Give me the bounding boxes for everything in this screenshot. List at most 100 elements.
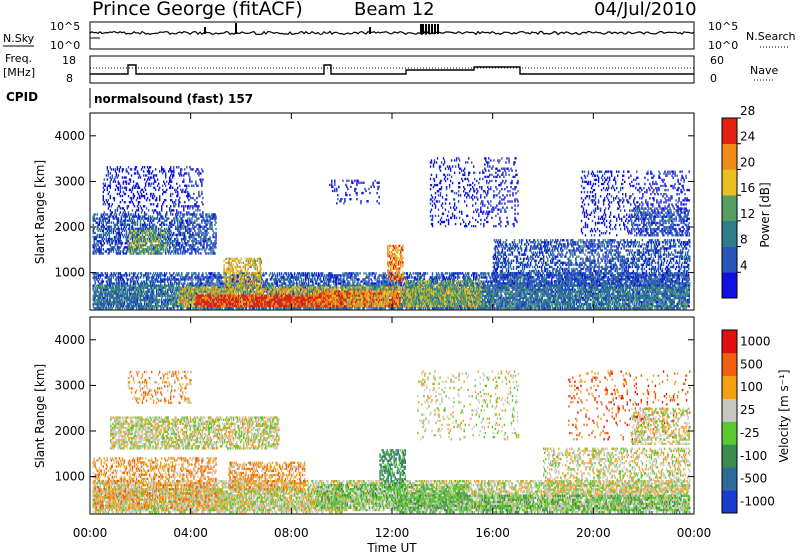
heatmap-cell: [192, 274, 193, 276]
heatmap-cell: [124, 301, 125, 303]
heatmap-cell: [204, 282, 205, 284]
heatmap-cell: [195, 274, 196, 276]
heatmap-cell: [157, 272, 158, 274]
heatmap-cell: [188, 272, 189, 274]
heatmap-cell: [147, 282, 148, 284]
heatmap-cell: [185, 278, 186, 280]
heatmap-cell: [188, 278, 189, 280]
heatmap-cell: [98, 272, 99, 274]
nsearch-label: N.Search: [746, 30, 796, 43]
heatmap-cell: [198, 276, 199, 278]
heatmap-cell: [148, 274, 149, 276]
heatmap-cell: [198, 274, 199, 276]
heatmap-cell: [94, 285, 95, 287]
heatmap-cell: [107, 280, 108, 282]
heatmap-cell: [121, 280, 122, 282]
heatmap-cell: [153, 276, 154, 278]
heatmap-cell: [184, 282, 185, 284]
heatmap-cell: [111, 280, 112, 282]
heatmap-cell: [109, 276, 110, 278]
heatmap-cell: [136, 307, 137, 309]
heatmap-cell: [114, 282, 115, 284]
heatmap-cell: [210, 278, 211, 280]
heatmap-cell: [202, 272, 203, 274]
heatmap-cell: [127, 295, 128, 297]
heatmap-cell: [107, 274, 108, 276]
heatmap-cell: [172, 291, 173, 293]
heatmap-cell: [184, 280, 185, 282]
nsky-tick-bottom: 10^0: [50, 39, 80, 52]
heatmap-cell: [131, 272, 132, 274]
heatmap-cell: [131, 280, 132, 282]
heatmap-cell: [122, 307, 123, 309]
heatmap-cell: [136, 278, 137, 280]
heatmap-cell: [144, 280, 145, 282]
heatmap-cell: [191, 280, 192, 282]
nsky-tick-top: 10^5: [50, 20, 80, 33]
heatmap-cell: [198, 307, 199, 309]
heatmap-cell: [186, 276, 187, 278]
heatmap-cell: [120, 278, 121, 280]
heatmap-cell: [176, 272, 177, 274]
heatmap-cell: [195, 272, 196, 274]
heatmap-cell: [113, 274, 114, 276]
date-label: 04/Jul/2010: [594, 0, 697, 20]
heatmap-cell: [175, 274, 176, 276]
heatmap-cell: [165, 274, 166, 276]
freq-tick-bottom: 8: [66, 72, 73, 85]
heatmap-cell: [150, 272, 151, 274]
heatmap-cell: [165, 301, 166, 303]
heatmap-cell: [157, 278, 158, 280]
heatmap-cell: [103, 280, 104, 282]
heatmap-cell: [158, 276, 159, 278]
heatmap-cell: [138, 282, 139, 284]
heatmap-cell: [152, 274, 153, 276]
heatmap-cell: [164, 272, 165, 274]
heatmap-cell: [173, 307, 174, 309]
heatmap-cell: [134, 274, 135, 276]
heatmap-cell: [160, 282, 161, 284]
heatmap-cell: [153, 280, 154, 282]
heatmap-cell: [181, 272, 182, 274]
heatmap-cell: [161, 299, 162, 301]
power-heatmap: [93, 157, 691, 309]
heatmap-cell: [135, 272, 136, 274]
heatmap-cell: [175, 280, 176, 282]
heatmap-cell: [143, 276, 144, 278]
heatmap-cell: [113, 305, 114, 307]
heatmap-cell: [178, 278, 179, 280]
heatmap-cell: [145, 274, 146, 276]
nsky-trace: [90, 23, 694, 38]
heatmap-cell: [210, 274, 211, 276]
heatmap-cell: [108, 305, 109, 307]
heatmap-cell: [120, 272, 121, 274]
heatmap-cell: [173, 272, 174, 274]
heatmap-cell: [187, 274, 188, 276]
heatmap-cell: [187, 282, 188, 284]
heatmap-cell: [164, 282, 165, 284]
heatmap-cell: [102, 278, 103, 280]
heatmap-cell: [96, 274, 97, 276]
heatmap-cell: [126, 276, 127, 278]
heatmap-cell: [192, 278, 193, 280]
heatmap-cell: [126, 272, 127, 274]
heatmap-cell: [197, 282, 198, 284]
heatmap-cell: [98, 276, 99, 278]
heatmap-cell: [154, 274, 155, 276]
heatmap-cell: [207, 282, 208, 284]
heatmap-cell: [114, 272, 115, 274]
heatmap-cell: [125, 291, 126, 293]
heatmap-cell: [208, 280, 209, 282]
heatmap-cell: [124, 280, 125, 282]
heatmap-cell: [200, 278, 201, 280]
heatmap-cell: [124, 274, 125, 276]
heatmap-cell: [111, 276, 112, 278]
heatmap-cell: [130, 278, 131, 280]
heatmap-cell: [138, 276, 139, 278]
heatmap-cell: [160, 274, 161, 276]
heatmap-cell: [113, 276, 114, 278]
nsky-label: N.Sky: [3, 32, 35, 45]
heatmap-cell: [93, 305, 94, 307]
heatmap-cell: [168, 303, 169, 305]
heatmap-cell: [122, 276, 123, 278]
